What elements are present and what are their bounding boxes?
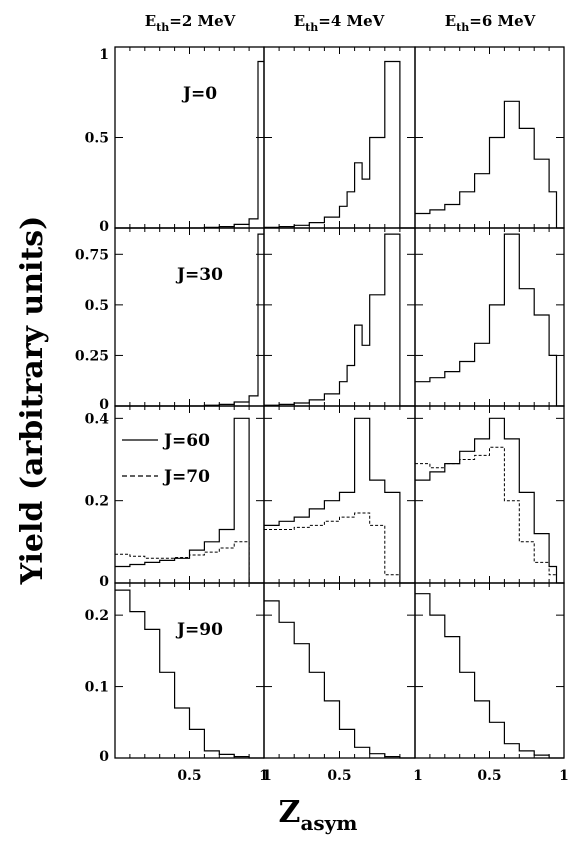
column-title-rest: =4 MeV — [318, 12, 384, 30]
y-tick-label: 0.2 — [85, 494, 109, 510]
histogram-solid-series — [264, 417, 415, 584]
y-tick-label: 0 — [99, 749, 109, 765]
panel-frame — [114, 46, 265, 229]
panel-r2-c3 — [414, 227, 565, 407]
x-axis-label-sub: asym — [300, 811, 357, 835]
x-tick-label: 1 — [262, 768, 272, 784]
column-title-rest: =6 MeV — [469, 12, 535, 30]
panel-r1-c3 — [414, 46, 565, 229]
y-tick-label: 0.25 — [75, 348, 109, 364]
column-title-sub: th — [456, 21, 469, 34]
y-tick-label: 1 — [99, 47, 109, 63]
histogram-solid-series — [415, 417, 564, 584]
x-axis-label: Zasym — [279, 795, 358, 835]
histogram-solid-series — [115, 589, 264, 759]
y-tick-label: 0 — [99, 397, 109, 413]
y-tick-label: 0.5 — [85, 131, 109, 147]
panel-r3-c3 — [414, 405, 565, 584]
histogram-solid-series — [415, 593, 564, 759]
column-title-main: E — [445, 12, 456, 30]
y-tick-label: 0 — [99, 574, 109, 590]
x-tick-label: 0.5 — [177, 768, 201, 784]
x-tick-label: 0.5 — [327, 768, 351, 784]
x-tick-label: 1 — [259, 768, 269, 784]
panel-frame — [114, 582, 265, 759]
panel-frame — [263, 582, 416, 759]
panel-frame — [263, 46, 416, 229]
x-axis-label-main: Z — [279, 795, 301, 830]
panel-r4-c3 — [414, 582, 565, 759]
panel-r1-c1 — [114, 46, 265, 229]
y-tick-label: 0.4 — [85, 411, 110, 427]
panel-frame — [263, 227, 416, 407]
histogram-solid-series — [115, 233, 264, 407]
panel-frame — [114, 227, 265, 407]
y-tick-label: 0.1 — [85, 680, 109, 696]
histogram-dashed-series — [115, 541, 264, 584]
panel-r2-c2 — [263, 227, 416, 407]
column-title-main: E — [145, 12, 156, 30]
histogram-solid-series — [415, 233, 564, 407]
column-title-sub: th — [156, 21, 169, 34]
legend-label: J=70 — [162, 467, 210, 487]
panel-frame — [414, 582, 565, 759]
y-tick-label: 0.5 — [85, 298, 109, 314]
panel-r4-c2 — [263, 582, 416, 759]
y-tick-label: 0 — [99, 219, 109, 235]
column-title-rest: =2 MeV — [169, 12, 235, 30]
y-axis-label: Yield (arbitrary units) — [15, 216, 50, 586]
panel-r4-c1 — [114, 582, 265, 759]
histogram-dashed-series — [264, 512, 415, 584]
histogram-solid-series — [264, 60, 415, 229]
x-tick-label: 0.5 — [477, 768, 501, 784]
histogram-solid-series — [264, 600, 415, 759]
legend-label: J=60 — [162, 431, 210, 451]
column-titles: Eth=2 MeV Eth=4 MeV Eth=6 MeV — [145, 12, 536, 34]
axis-labels: 0 0.5 1 J=0 0 0.25 0.5 0.75 J=30 0 0.2 0.4 J=60 J=70 0… — [15, 47, 569, 835]
column-title-sub: th — [305, 21, 318, 34]
panel-r2-c1 — [114, 227, 265, 407]
panel-r1-c2 — [263, 46, 416, 229]
column-title-2: Eth=4 MeV — [294, 12, 385, 34]
column-title-main: E — [294, 12, 305, 30]
histogram-solid-series — [415, 100, 564, 229]
panel-r3-c2 — [263, 405, 416, 584]
histogram-solid-series — [264, 233, 415, 407]
x-tick-label: 1 — [413, 768, 423, 784]
panel-label: J=0 — [181, 84, 217, 104]
panel-label: J=30 — [175, 265, 223, 285]
y-tick-label: 0.2 — [85, 608, 109, 624]
panel-label: J=90 — [175, 620, 223, 640]
histogram-solid-series — [115, 417, 264, 584]
column-title-1: Eth=2 MeV — [145, 12, 236, 34]
y-tick-label: 0.75 — [75, 247, 109, 263]
column-title-3: Eth=6 MeV — [445, 12, 536, 34]
x-tick-label: 1 — [559, 768, 569, 784]
histogram-dashed-series — [415, 446, 564, 584]
panels — [114, 46, 565, 759]
